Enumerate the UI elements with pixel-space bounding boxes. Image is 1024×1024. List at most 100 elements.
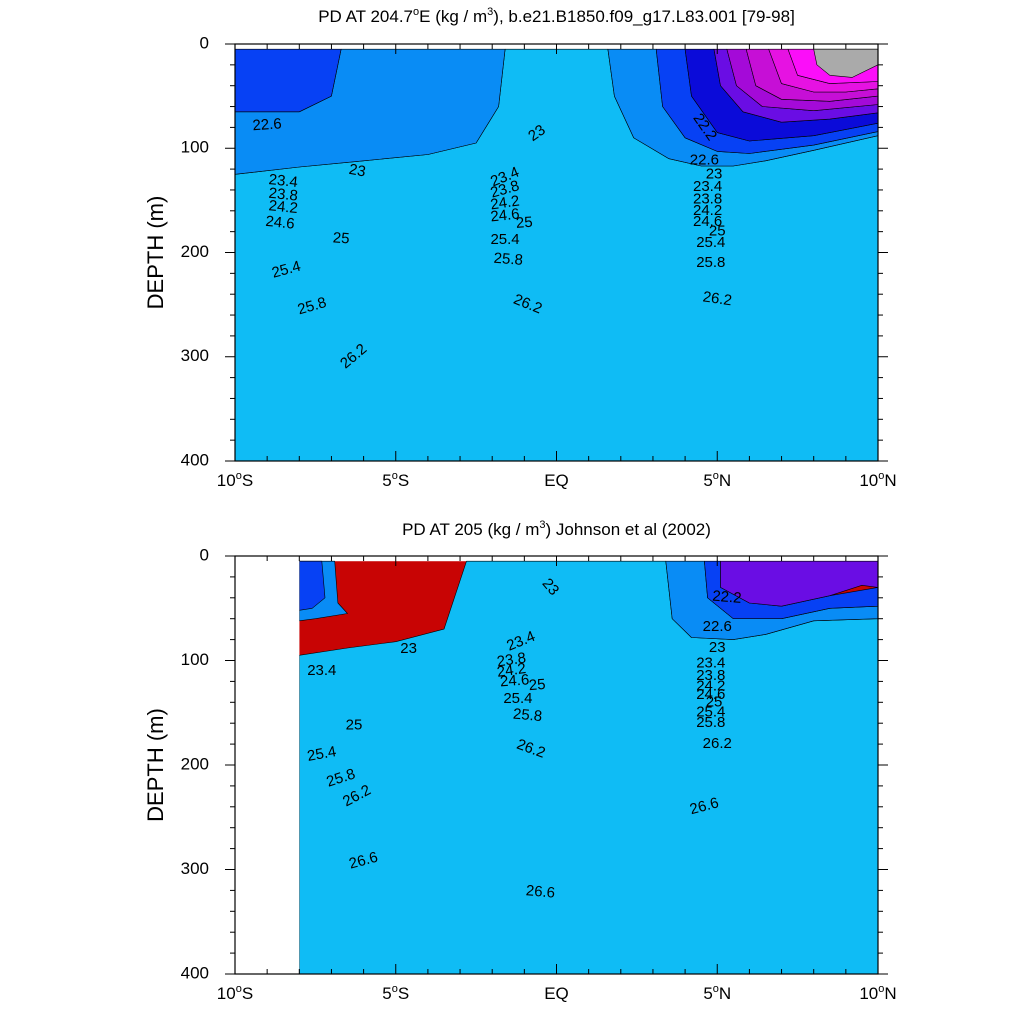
- contour-label-24: 25.4: [696, 234, 725, 251]
- y-tick-label-3: 200: [181, 754, 209, 773]
- contour-band-25: [813, 48, 878, 78]
- x-tick-degree: o: [392, 470, 398, 482]
- contour-label-18: 25: [706, 693, 723, 710]
- x-tick-number: 5: [703, 471, 712, 490]
- contour-label-8: 24.2: [268, 197, 299, 217]
- contour-label-14: 24.6: [490, 206, 521, 226]
- contour-label-6: 23: [709, 639, 726, 656]
- panel-title: PD AT 204.7oE (kg / m3), b.e21.B1850.f09…: [318, 6, 795, 26]
- y-tick-label-4: 300: [181, 346, 209, 365]
- contour-label-5: 23: [348, 161, 367, 181]
- y-axis-title: DEPTH (m): [143, 196, 168, 310]
- title-text: PD AT 205 (kg / m: [402, 520, 539, 539]
- contour-label-23: 25: [709, 223, 726, 240]
- x-tick-label-2: 5oS: [382, 983, 409, 1003]
- y-tick-label-2: 100: [181, 650, 209, 669]
- x-tick-label-5: 10oN: [859, 983, 896, 1003]
- plot-area: 22.6 22.22322.62323.423.824.224.62523.423…: [235, 48, 878, 461]
- contour-label-3: 22.6: [703, 618, 732, 635]
- y-tick-label-3: 200: [181, 242, 209, 261]
- contour-label-25: 25.8: [696, 254, 725, 271]
- contour-label-16: 25.4: [490, 231, 519, 248]
- contour-label-19: 25.4: [696, 704, 725, 721]
- x-tick-degree: o: [878, 983, 884, 995]
- contour-label-17: 24.6: [696, 686, 725, 703]
- contour-label-18: 23: [706, 165, 723, 182]
- contour-label-7: 23.4: [307, 662, 336, 679]
- contour-label-29: 26.6: [688, 794, 721, 818]
- x-tick-number: 5: [703, 984, 712, 1003]
- contour-label-27: 26.6: [347, 849, 380, 873]
- x-tick-degree: o: [878, 470, 884, 482]
- contour-label-10: 24.6: [500, 671, 530, 690]
- contour-label-15: 23.8: [696, 667, 725, 684]
- contour-label-12: 25.4: [503, 690, 532, 707]
- title-text: ) Johnson et al (2002): [546, 520, 711, 539]
- contour-label-26: 26.2: [703, 735, 732, 752]
- x-tick-label-1: 10oS: [217, 470, 253, 490]
- x-tick-label-4: 5oN: [703, 983, 731, 1003]
- contour-label-7: 23.8: [268, 185, 299, 205]
- x-tick-hemisphere: S: [398, 984, 409, 1003]
- contour-label-20: 23.8: [693, 190, 722, 207]
- y-tick-label-1: 0: [200, 545, 209, 564]
- x-tick-hemisphere: N: [719, 471, 731, 490]
- contour-label-2: 22.2: [712, 588, 743, 607]
- contour-label-4: 23: [400, 640, 417, 657]
- contour-label-6: 23.4: [268, 171, 299, 191]
- contour-label-26: 25.4: [270, 258, 303, 282]
- contour-label-3: 23: [525, 121, 548, 144]
- x-tick-number: 5: [382, 471, 391, 490]
- x-tick-number: EQ: [544, 471, 569, 490]
- contour-label-19: 23.4: [693, 178, 722, 195]
- y-tick-label-1: 0: [200, 33, 209, 52]
- title-text: PD AT 204.7: [318, 7, 413, 26]
- x-tick-hemisphere: S: [242, 984, 253, 1003]
- y-tick-label-4: 300: [181, 859, 209, 878]
- x-tick-number: 5: [382, 984, 391, 1003]
- contour-label-13: 25.8: [512, 706, 543, 725]
- x-tick-degree: o: [236, 470, 242, 482]
- x-tick-number: 10: [859, 984, 878, 1003]
- x-tick-degree: o: [713, 470, 719, 482]
- x-tick-number: EQ: [544, 984, 569, 1003]
- x-tick-label-3: EQ: [544, 471, 569, 490]
- title-superscript: o: [413, 6, 419, 18]
- y-axis-title: DEPTH (m): [143, 708, 168, 822]
- chart-panel-1: 22.6 22.22322.62323.423.824.224.62523.423…: [143, 6, 897, 490]
- x-tick-hemisphere: S: [398, 471, 409, 490]
- panel-title: PD AT 205 (kg / m3) Johnson et al (2002): [402, 519, 711, 539]
- x-tick-hemisphere: N: [719, 984, 731, 1003]
- contour-label-17: 25.8: [493, 250, 523, 269]
- x-tick-hemisphere: S: [242, 471, 253, 490]
- contour-band-19: [235, 556, 300, 974]
- contour-label-9: 24.6: [265, 213, 296, 233]
- contour-label-21: 24.2: [693, 202, 722, 219]
- contour-label-9: 24.2: [496, 660, 527, 681]
- y-tick-label-2: 100: [181, 138, 209, 157]
- contour-label-11: 25: [528, 676, 546, 694]
- contour-label-8: 23.8: [496, 650, 527, 671]
- title-text: ), b.e21.B1850.f09_g17.L83.001 [79-98]: [493, 7, 795, 26]
- x-tick-number: 10: [217, 984, 236, 1003]
- contour-label-22: 24.6: [693, 213, 722, 230]
- contour-label-22: 25.4: [306, 743, 338, 765]
- contour-label-1: 22.6: [252, 115, 282, 134]
- contour-label-21: 25: [346, 716, 363, 733]
- contour-label-4: 22.6: [690, 152, 719, 169]
- title-text: E (kg / m: [419, 7, 487, 26]
- x-tick-degree: o: [392, 983, 398, 995]
- contour-band-17: [235, 48, 342, 113]
- y-tick-label-5: 400: [181, 450, 209, 469]
- x-tick-label-4: 5oN: [703, 470, 731, 490]
- x-tick-degree: o: [236, 983, 242, 995]
- x-tick-number: 10: [859, 471, 878, 490]
- contour-label-15: 25: [515, 214, 533, 232]
- title-superscript: 3: [487, 6, 493, 18]
- contour-label-13: 24.2: [489, 193, 520, 214]
- x-tick-label-1: 10oS: [217, 983, 253, 1003]
- contour-label-10: 25: [332, 229, 350, 247]
